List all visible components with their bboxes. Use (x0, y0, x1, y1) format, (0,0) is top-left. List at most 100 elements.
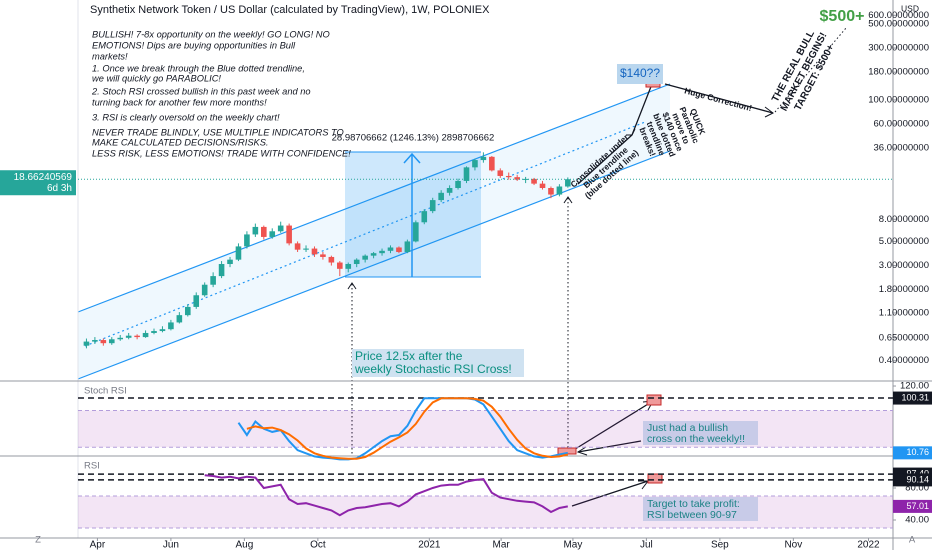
candle-body (328, 256, 335, 263)
candle-body (269, 231, 276, 237)
note-line: EMOTIONS! Dips are buying opportunities … (92, 40, 296, 50)
note-line: markets! (92, 51, 128, 61)
candle-body (277, 225, 284, 232)
y-tick-label: 80.00 (905, 483, 929, 494)
target-label: $140?? (620, 66, 660, 80)
candle-body (151, 331, 157, 333)
y-tick-label: 600.00000000 (868, 10, 929, 21)
stoch-note: cross on the weekly!! (647, 433, 745, 445)
candle-body (142, 332, 149, 338)
candle-body (83, 341, 90, 346)
arrowhead (563, 196, 573, 204)
marker (646, 394, 662, 406)
candle-body (235, 246, 242, 260)
candle-body (565, 179, 571, 187)
candle-body (480, 156, 487, 161)
price-note: weekly Stochastic RSI Cross! (354, 362, 512, 376)
channel-fill (78, 84, 670, 379)
toolbar-icon[interactable]: Z (35, 535, 41, 546)
candle-body (472, 160, 478, 168)
stoch-note: Just had a bullish (647, 422, 728, 434)
channel-upper (77, 83, 671, 313)
candle-body (539, 183, 546, 189)
note-line: MAKE CALCULATED DECISIONS/RISKS. (92, 137, 269, 147)
candle-body (345, 264, 352, 269)
x-tick-label: Aug (235, 540, 253, 550)
candle-body (92, 340, 98, 342)
y-tick-label: 1.80000000 (879, 284, 929, 295)
y-tick-label: 5.00000000 (879, 236, 929, 247)
note-line: we will quickly go PARABOLIC! (92, 73, 221, 83)
note-line: 1. Once we break through the Blue dotted… (92, 63, 305, 73)
candle-body (176, 315, 183, 323)
candle-body (294, 243, 301, 250)
candle-body (184, 306, 191, 316)
candle-body (514, 177, 520, 180)
x-tick-label: Mar (493, 540, 511, 550)
candle-body (353, 259, 360, 265)
y-tick-label: 40.00 (905, 515, 929, 526)
candle-body (252, 226, 259, 235)
note-line: LESS RISK, LESS EMOTIONS! TRADE WITH CON… (92, 148, 351, 158)
channel-mid (84, 121, 646, 347)
candle-body (387, 247, 394, 251)
candle-body (489, 156, 495, 171)
candle-body (429, 200, 436, 212)
candle-body (244, 234, 250, 247)
price-badge (0, 170, 76, 196)
candle-body (303, 248, 309, 250)
y-tick-label: 0.65000000 (879, 332, 929, 343)
candle-body (531, 178, 537, 184)
candle-body (455, 180, 461, 189)
price-badge-label: 18.66240569 (14, 172, 73, 183)
last-value-label: 57.01 (906, 501, 929, 511)
marker (647, 473, 663, 484)
chart-title: Synthetix Network Token / US Dollar (cal… (90, 4, 490, 16)
candle-body (159, 329, 166, 332)
candle-body (134, 335, 140, 338)
y-tick-label: 60.00000000 (874, 119, 929, 130)
note-line: NEVER TRADE BLINDLY, USE MULTIPLE INDICA… (92, 127, 344, 137)
arrowhead (576, 446, 588, 456)
candle-body (497, 170, 504, 176)
candle-body (438, 192, 444, 201)
forecast-line (664, 83, 774, 114)
x-tick-label: Jun (163, 540, 179, 550)
x-tick-label: Nov (784, 540, 802, 550)
x-tick-label: Sep (711, 540, 729, 550)
candle-body (100, 340, 107, 344)
last-value-label-box (893, 446, 932, 460)
price-note-box (352, 349, 524, 377)
band (78, 410, 893, 448)
candle-body (370, 253, 377, 256)
unit-label: USD (901, 3, 919, 13)
candle-body (286, 225, 292, 244)
x-tick-label: Apr (90, 540, 106, 550)
candle-body (556, 186, 563, 195)
countdown: 6d 3h (47, 183, 72, 194)
x-tick-label: May (563, 540, 582, 550)
band (78, 496, 893, 528)
y-tick-label: 100.00000000 (868, 94, 929, 105)
candle-body (396, 247, 402, 252)
measure-arrowhead (403, 152, 421, 164)
rsi-note-box (643, 497, 758, 521)
candle-body (168, 322, 174, 330)
last-value-label-box (893, 499, 932, 513)
candle-body (201, 284, 208, 296)
candle-body (337, 262, 343, 269)
last-value-label: 10.76 (906, 447, 929, 457)
level-label-box (893, 391, 932, 405)
rsi-note: Target to take profit: (647, 498, 740, 510)
arrow (577, 440, 642, 453)
x-tick-label: Oct (310, 540, 326, 550)
candle-body (261, 226, 267, 237)
candle-body (227, 259, 233, 265)
candle-body (117, 337, 124, 340)
candle-body (379, 250, 385, 254)
candle-body (421, 211, 428, 223)
toolbar-icon[interactable]: A (909, 535, 916, 546)
candle-body (446, 188, 453, 193)
